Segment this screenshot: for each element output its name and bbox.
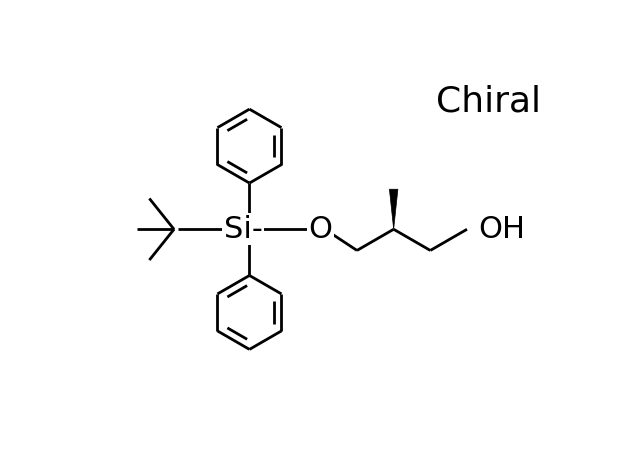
Text: O: O	[308, 215, 332, 244]
Text: Si-: Si-	[224, 215, 263, 244]
Polygon shape	[389, 189, 398, 229]
Text: Chiral: Chiral	[436, 84, 541, 118]
Text: OH: OH	[478, 215, 525, 244]
